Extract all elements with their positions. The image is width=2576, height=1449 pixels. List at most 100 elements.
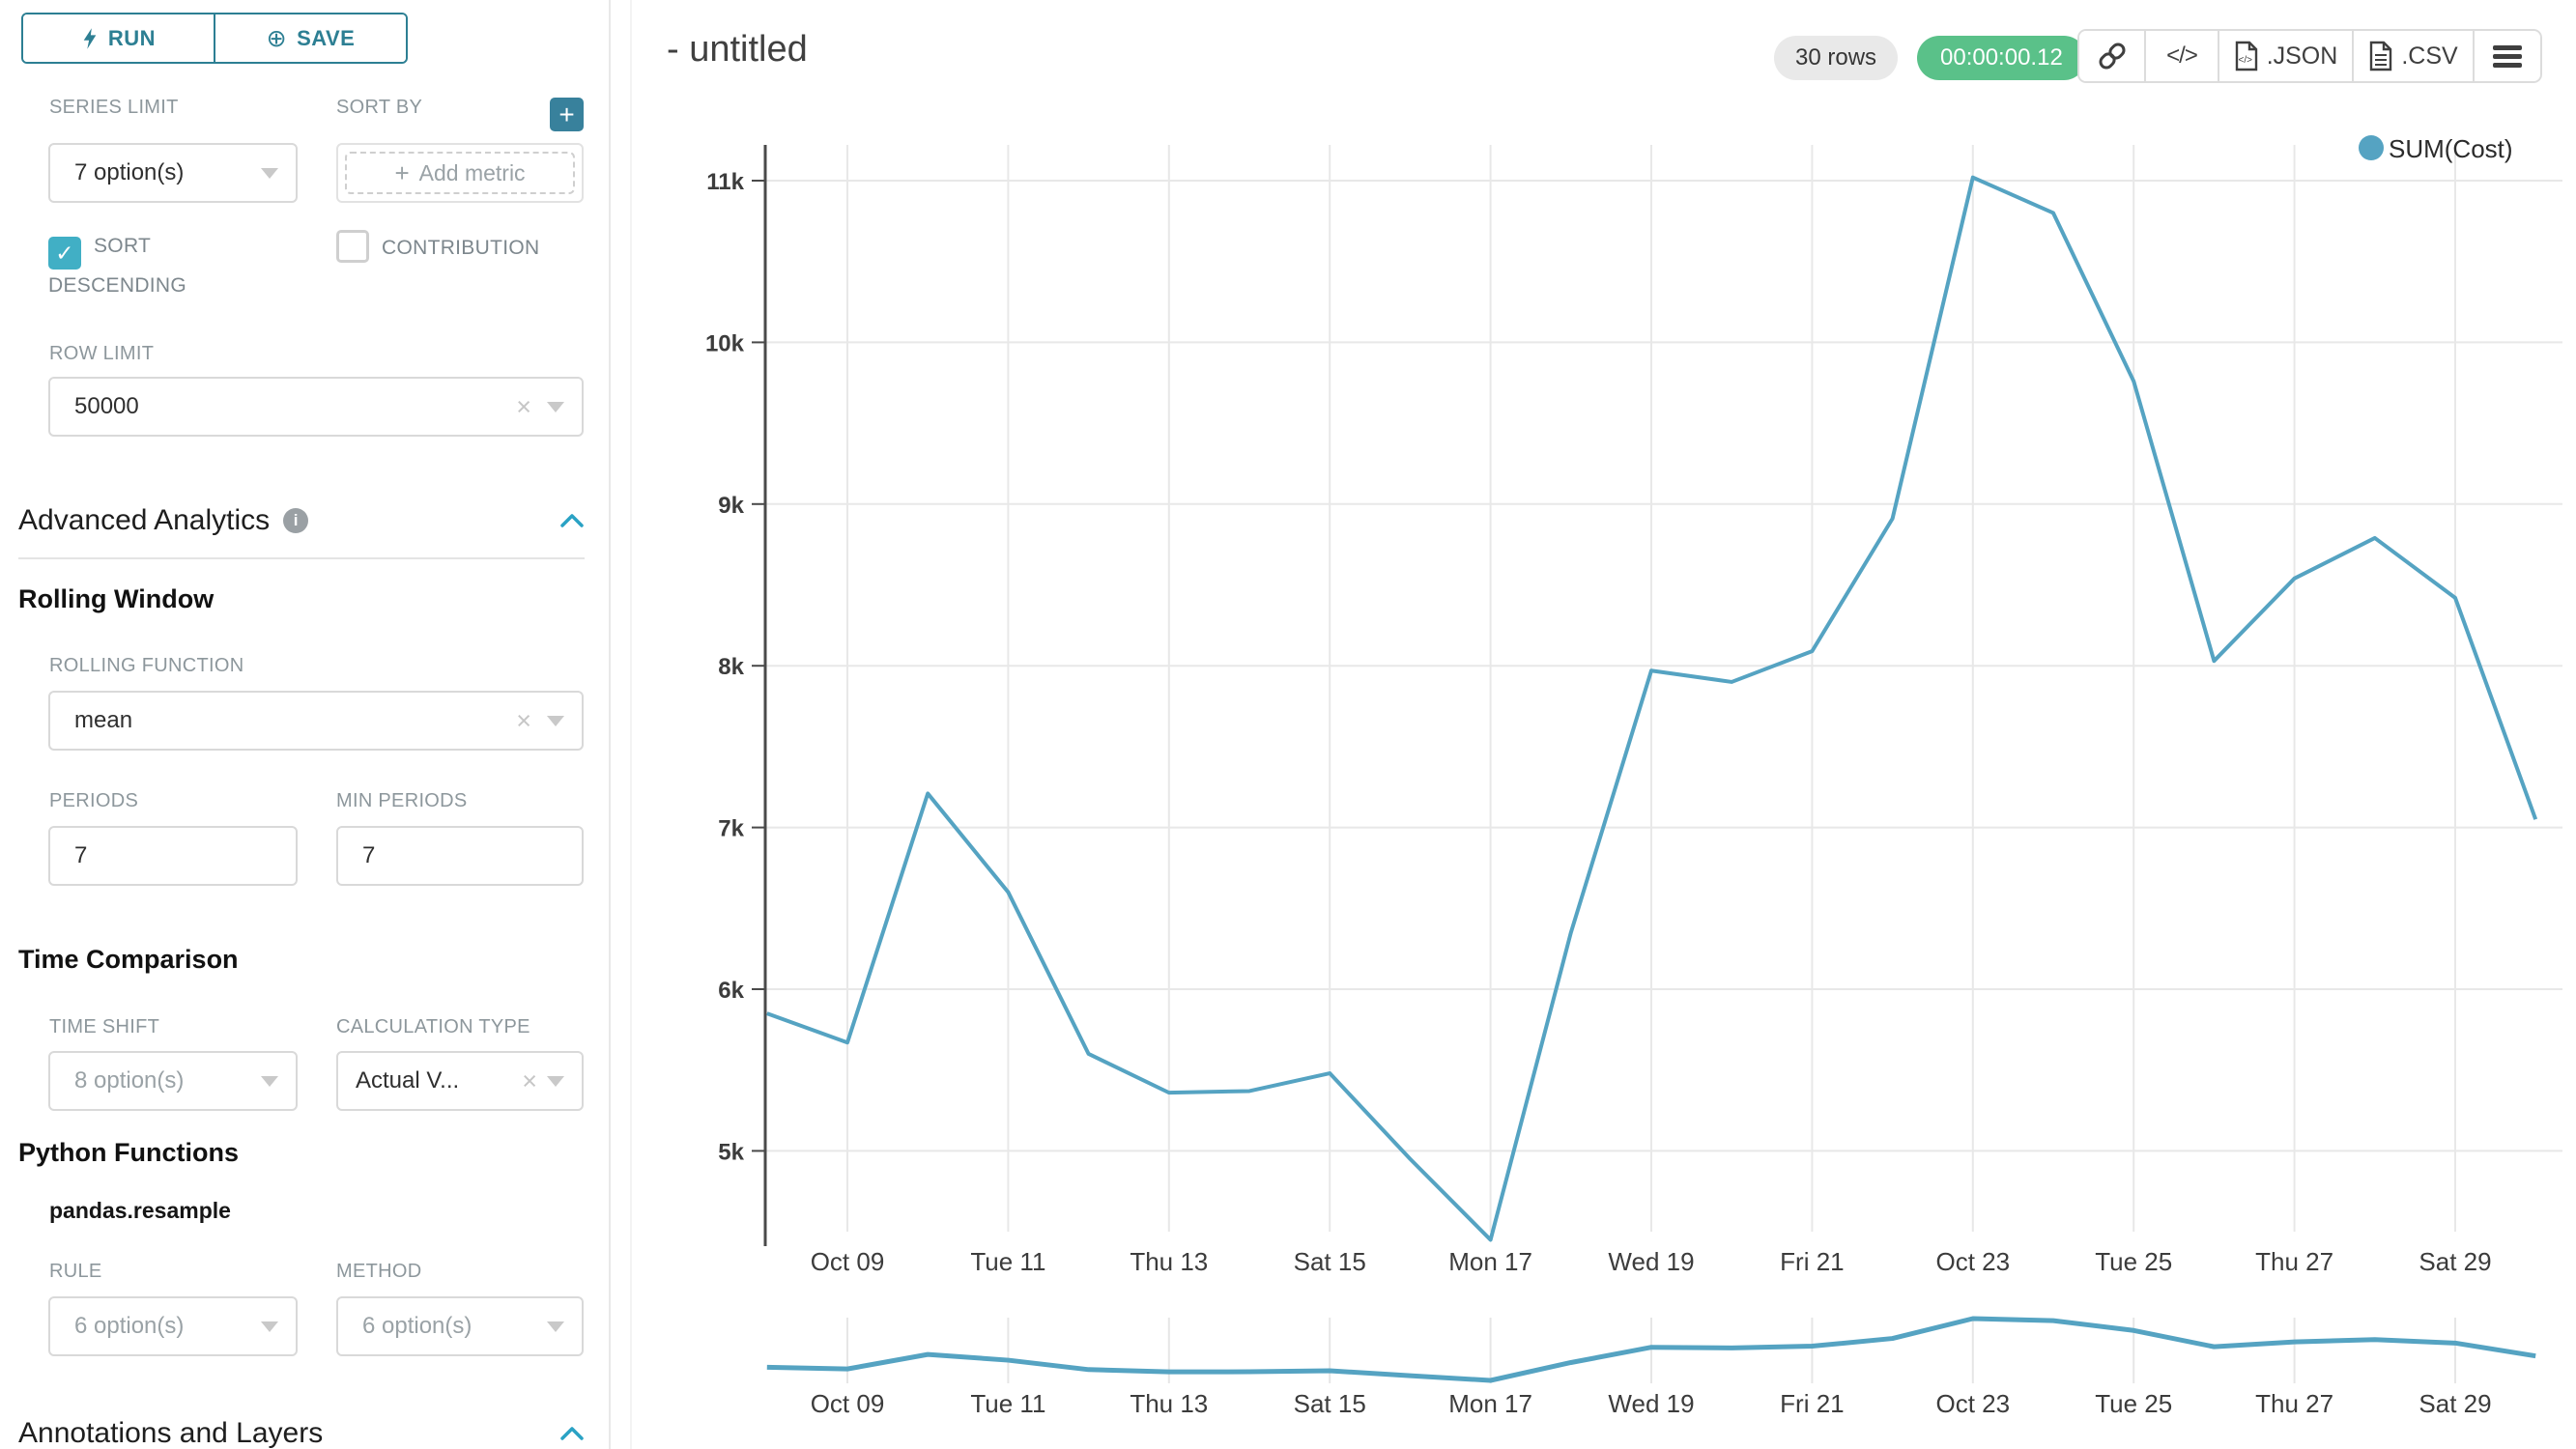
csv-label: .CSV xyxy=(2401,42,2458,70)
rule-value: 6 option(s) xyxy=(74,1313,185,1339)
x-tick-label: Wed 19 xyxy=(1608,1247,1694,1276)
mini-x-tick-label: Sat 29 xyxy=(2419,1389,2491,1418)
y-tick-label: 9k xyxy=(718,493,744,519)
y-tick-label: 8k xyxy=(718,654,744,680)
x-tick-label: Oct 09 xyxy=(811,1247,885,1276)
chart-menu-button[interactable] xyxy=(2473,31,2540,81)
y-tick-label: 10k xyxy=(705,330,745,356)
y-grid: 11k 10k 9k 8k 7k 6k 5k xyxy=(705,169,2562,1165)
export-csv-button[interactable]: .CSV xyxy=(2352,31,2473,81)
sort-descending-label: SORT DESCENDING xyxy=(48,235,187,297)
mini-x-tick-label: Oct 23 xyxy=(1936,1389,2011,1418)
x-tick-label: Thu 13 xyxy=(1130,1247,1208,1276)
x-tick-label: Mon 17 xyxy=(1448,1247,1532,1276)
x-tick-label: Fri 21 xyxy=(1780,1247,1844,1276)
series-limit-select[interactable]: 7 option(s) xyxy=(48,143,298,203)
link-icon xyxy=(2098,43,2126,70)
x-tick-label: Sat 15 xyxy=(1294,1247,1366,1276)
contribution-label: CONTRIBUTION xyxy=(382,237,540,259)
run-button-label: RUN xyxy=(107,25,157,50)
add-sort-by-button[interactable] xyxy=(550,98,584,131)
json-file-icon: </> xyxy=(2235,41,2257,71)
chevron-down-icon[interactable] xyxy=(261,1075,278,1087)
chevron-down-icon[interactable] xyxy=(547,1321,564,1332)
mini-x-tick-label: Mon 17 xyxy=(1448,1389,1532,1418)
chevron-down-icon[interactable] xyxy=(547,1075,564,1087)
time-comparison-title: Time Comparison xyxy=(18,945,239,974)
svg-text:</>: </> xyxy=(2238,55,2252,66)
hamburger-icon xyxy=(2493,42,2522,71)
rule-select[interactable]: 6 option(s) xyxy=(48,1296,298,1356)
pandas-resample-label: pandas.resample xyxy=(49,1198,231,1223)
mini-x-tick-label: Tue 25 xyxy=(2095,1389,2172,1418)
sort-descending-checkbox[interactable] xyxy=(48,237,81,270)
save-button-label: SAVE xyxy=(297,25,356,50)
row-limit-select[interactable]: 50000 xyxy=(48,377,584,437)
row-limit-label: ROW LIMIT xyxy=(49,343,155,364)
sort-by-metric-box: Add metric xyxy=(336,143,584,203)
row-limit-value: 50000 xyxy=(74,393,139,419)
rolling-window-title: Rolling Window xyxy=(18,584,215,613)
row-count-badge: 30 rows xyxy=(1774,36,1899,80)
rolling-function-label: ROLLING FUNCTION xyxy=(49,655,244,676)
y-tick-label: 7k xyxy=(718,816,744,842)
chevron-up-icon[interactable] xyxy=(559,1424,585,1443)
time-shift-select[interactable]: 8 option(s) xyxy=(48,1051,298,1111)
chevron-up-icon[interactable] xyxy=(559,511,585,530)
mini-preview-line[interactable] xyxy=(766,1316,2536,1383)
calculation-type-value: Actual V... xyxy=(356,1067,460,1094)
series-line-sum-cost[interactable] xyxy=(766,175,2538,1242)
legend-label: SUM(Cost) xyxy=(2389,134,2513,163)
calculation-type-label: CALCULATION TYPE xyxy=(336,1016,530,1037)
chevron-down-icon[interactable] xyxy=(547,401,564,412)
rolling-function-value: mean xyxy=(74,707,133,733)
run-save-button-group: RUN SAVE xyxy=(21,13,408,64)
periods-input[interactable]: 7 xyxy=(48,826,298,886)
y-tick-label: 11k xyxy=(706,169,744,195)
min-periods-value: 7 xyxy=(362,842,376,868)
method-select[interactable]: 6 option(s) xyxy=(336,1296,584,1356)
method-value: 6 option(s) xyxy=(362,1313,472,1339)
chevron-down-icon[interactable] xyxy=(261,1321,278,1332)
contribution-checkbox[interactable] xyxy=(336,230,369,263)
mini-x-tick-label: Wed 19 xyxy=(1608,1389,1694,1418)
control-panel: RUN SAVE SERIES LIMIT 7 option(s) SORT B… xyxy=(0,0,611,1449)
advanced-analytics-header[interactable]: Advanced Analytics xyxy=(18,504,585,537)
legend[interactable]: SUM(Cost) xyxy=(2359,134,2513,163)
x-tick-label: Tue 25 xyxy=(2095,1247,2172,1276)
view-query-button[interactable]: </> xyxy=(2144,31,2218,81)
periods-value: 7 xyxy=(74,842,88,868)
advanced-analytics-title: Advanced Analytics xyxy=(18,504,271,536)
code-icon: </> xyxy=(2166,43,2198,69)
annotations-header[interactable]: Annotations and Layers xyxy=(18,1417,585,1449)
share-link-button[interactable] xyxy=(2079,31,2144,81)
chart-title[interactable]: - untitled xyxy=(667,29,808,70)
periods-label: PERIODS xyxy=(49,790,139,811)
legend-dot xyxy=(2359,135,2384,160)
run-button[interactable]: RUN xyxy=(23,14,214,62)
export-button-group: </> </> .JSON .CSV xyxy=(2077,29,2542,83)
save-button[interactable]: SAVE xyxy=(214,14,406,62)
sort-descending-control: SORT DESCENDING xyxy=(48,230,271,301)
min-periods-input[interactable]: 7 xyxy=(336,826,584,886)
chevron-down-icon[interactable] xyxy=(261,167,278,179)
chevron-down-icon[interactable] xyxy=(547,715,564,726)
lightning-icon xyxy=(83,27,97,49)
contribution-control: CONTRIBUTION xyxy=(336,230,597,264)
series-limit-label: SERIES LIMIT xyxy=(49,97,179,118)
time-shift-value: 8 option(s) xyxy=(74,1067,185,1094)
export-json-button[interactable]: </> .JSON xyxy=(2218,31,2352,81)
add-metric-label: Add metric xyxy=(418,159,526,185)
rolling-function-select[interactable]: mean xyxy=(48,691,584,751)
series-limit-value: 7 option(s) xyxy=(74,159,185,185)
mini-x-tick-label: Thu 13 xyxy=(1130,1389,1208,1418)
x-tick-label: Oct 23 xyxy=(1936,1247,2011,1276)
x-tick-label: Thu 27 xyxy=(2255,1247,2333,1276)
method-label: METHOD xyxy=(336,1261,422,1282)
info-icon[interactable] xyxy=(283,508,309,533)
json-label: .JSON xyxy=(2266,42,2338,70)
calculation-type-select[interactable]: Actual V... xyxy=(336,1051,584,1111)
add-metric-button[interactable]: Add metric xyxy=(345,152,575,194)
